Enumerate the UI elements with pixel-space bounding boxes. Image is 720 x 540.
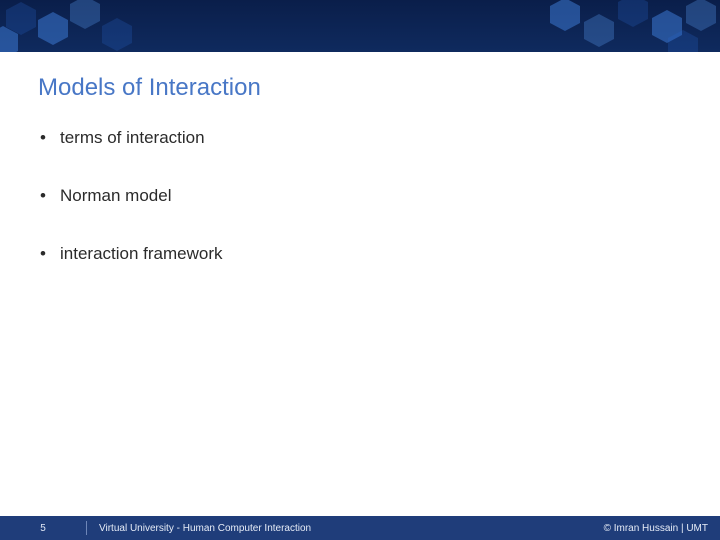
top-band (0, 0, 720, 52)
hex-decoration (584, 22, 614, 39)
page-number: 5 (0, 523, 86, 534)
slide-body: terms of interaction Norman model intera… (38, 128, 680, 302)
hex-decoration (6, 10, 36, 27)
slide: Models of Interaction terms of interacti… (0, 0, 720, 540)
hex-decoration (618, 2, 648, 19)
footer-course: Virtual University - Human Computer Inte… (99, 523, 604, 534)
hex-decoration (686, 6, 716, 23)
hex-decoration (668, 38, 698, 52)
bullet-item: terms of interaction (38, 128, 680, 148)
top-band-right-cluster (540, 0, 720, 52)
hex-decoration (550, 6, 580, 23)
hex-decoration (38, 20, 68, 37)
hex-decoration (70, 4, 100, 21)
slide-title: Models of Interaction (38, 74, 261, 102)
footer-divider (86, 521, 87, 535)
hex-decoration (102, 26, 132, 43)
footer-bar: 5 Virtual University - Human Computer In… (0, 516, 720, 540)
bullet-list: terms of interaction Norman model intera… (38, 128, 680, 264)
hex-decoration (0, 34, 18, 51)
bullet-item: Norman model (38, 186, 680, 206)
bullet-item: interaction framework (38, 244, 680, 264)
footer-copyright: © Imran Hussain | UMT (604, 523, 720, 534)
